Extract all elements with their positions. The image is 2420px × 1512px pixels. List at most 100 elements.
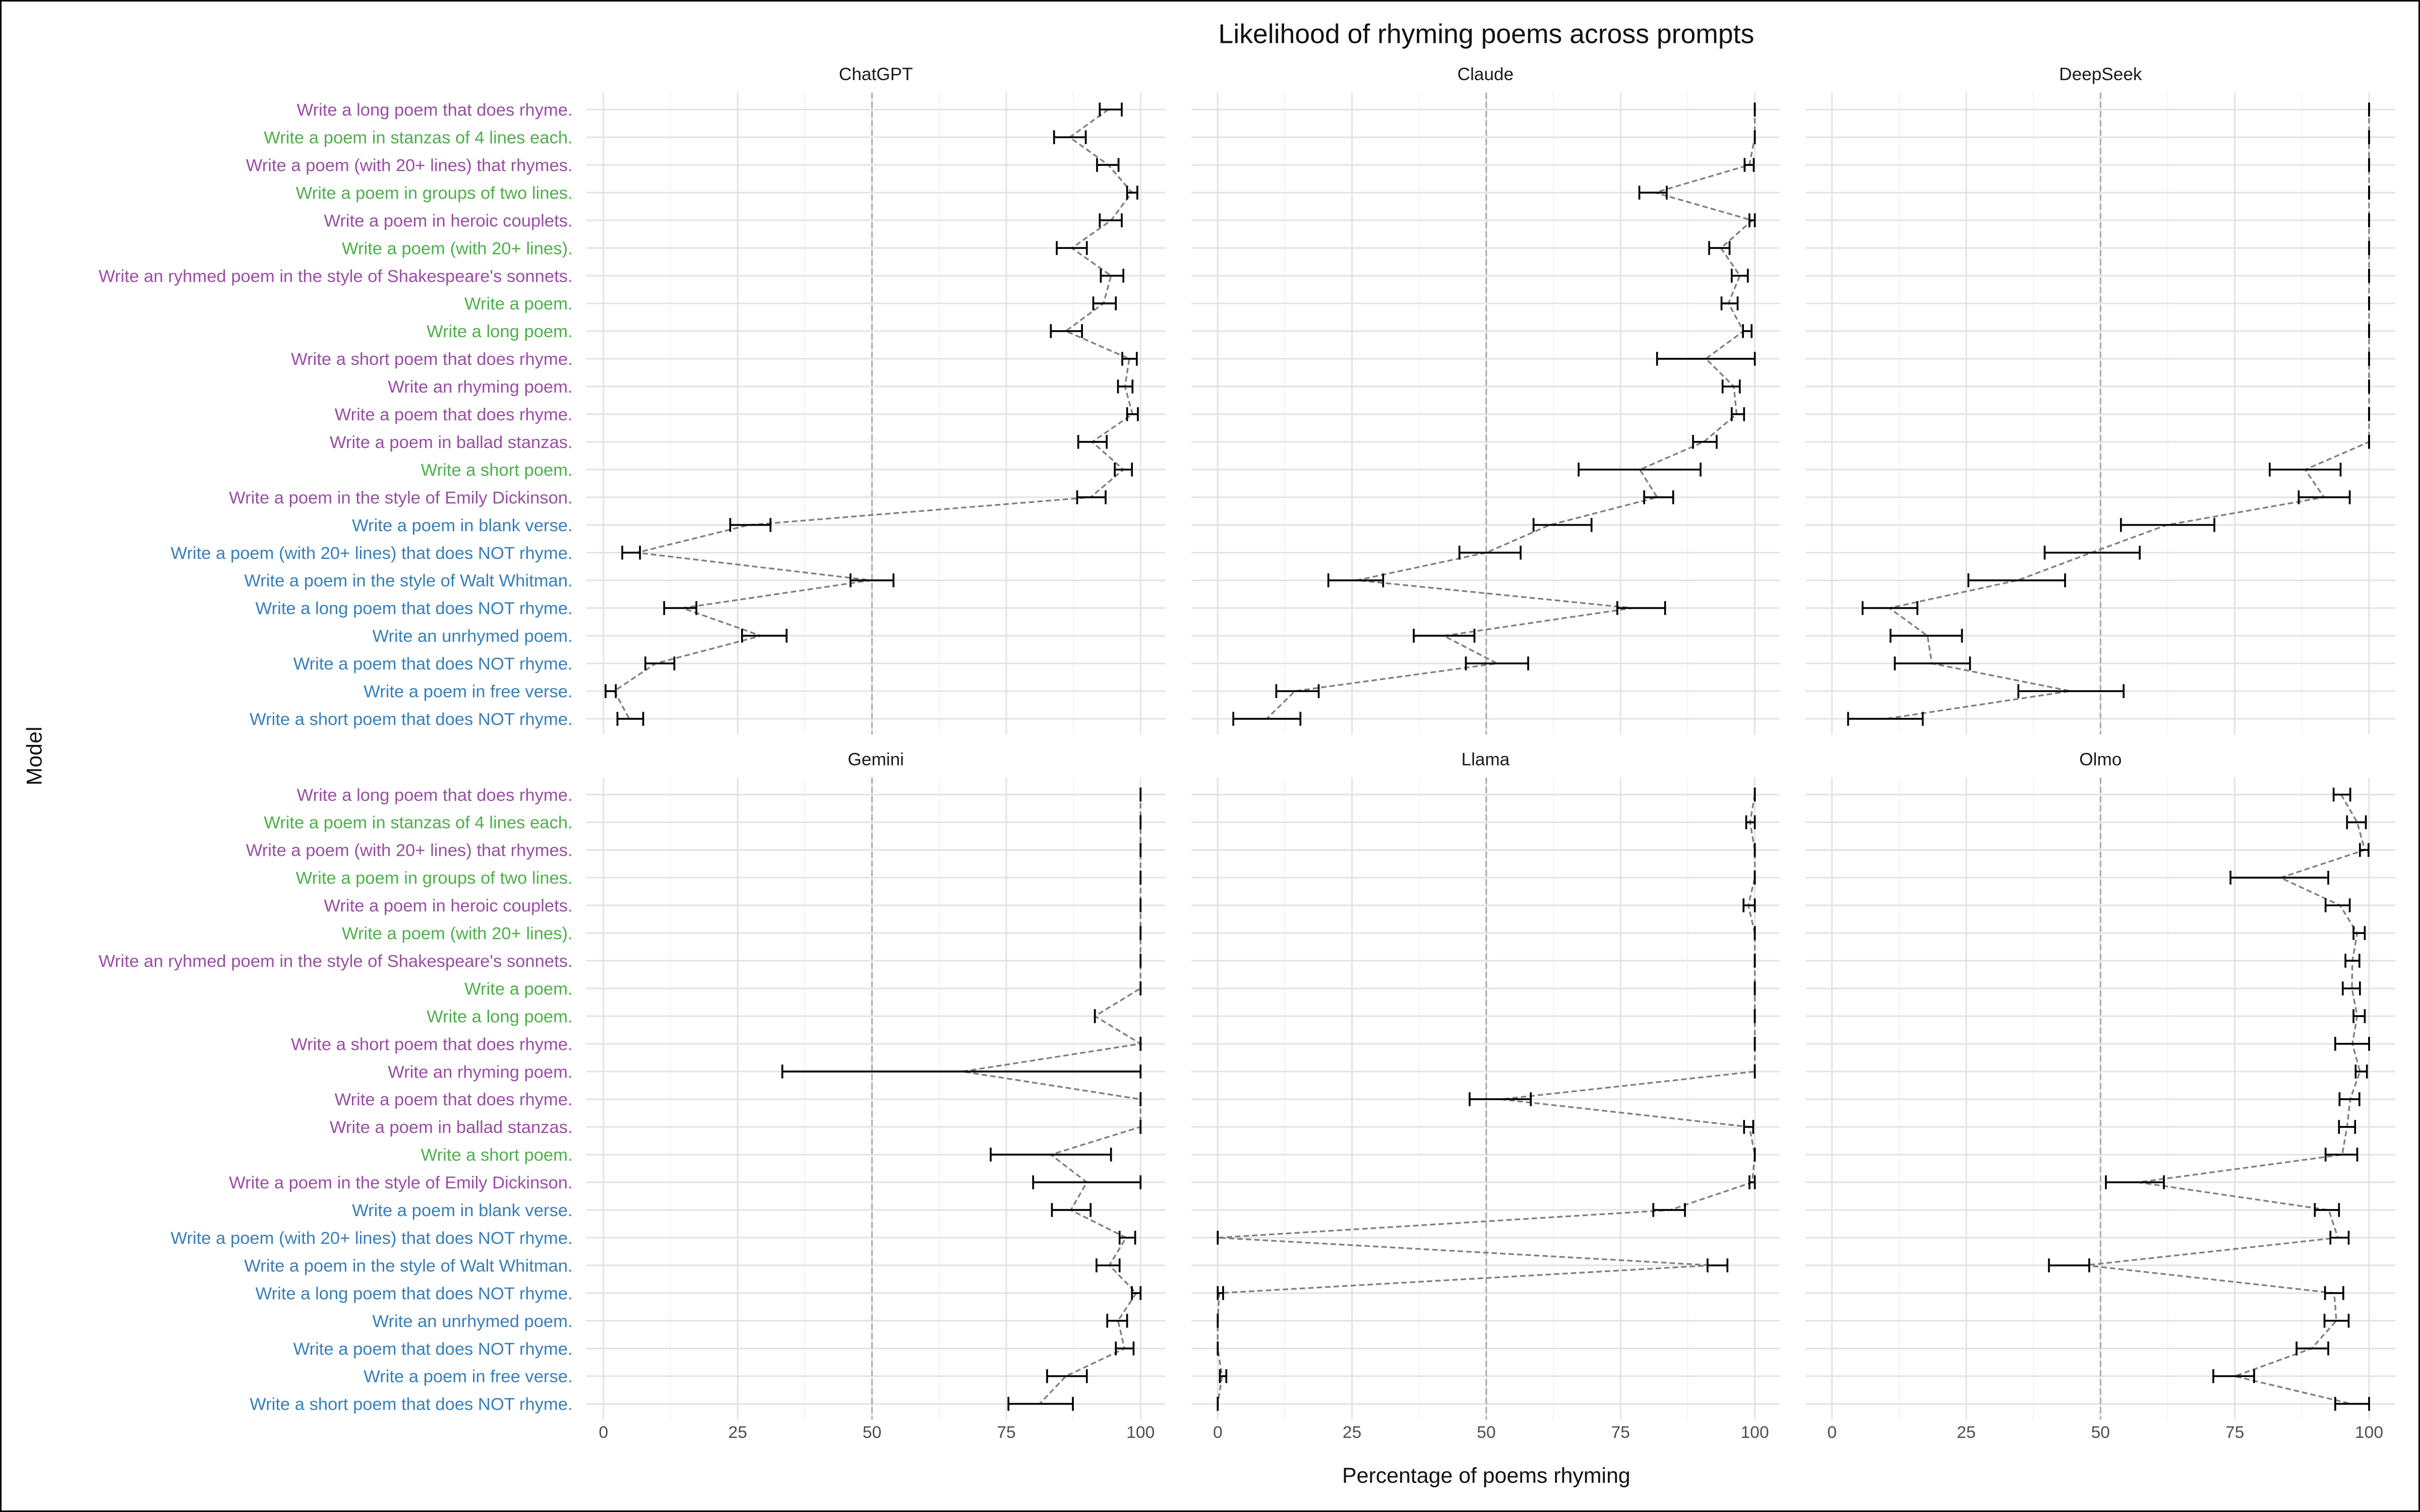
- error-bar: [1092, 296, 1117, 310]
- error-bar: [1967, 573, 2066, 588]
- panel-strip-label: DeepSeek: [2059, 65, 2142, 84]
- panel-deepseek: DeepSeek: [1805, 65, 2396, 735]
- error-bar: [1578, 462, 1702, 477]
- y-tick-label: Write an rhyming poem.: [388, 1062, 572, 1082]
- y-tick-label: Write a long poem that does NOT rhyme.: [256, 599, 573, 618]
- error-bar: [1720, 296, 1739, 310]
- x-tick-label: 25: [1957, 1423, 1975, 1442]
- error-bar: [1099, 102, 1123, 117]
- y-tick-label: Write an unrhymed poem.: [373, 627, 573, 646]
- error-bar: [2338, 1120, 2356, 1134]
- error-bar: [1232, 712, 1302, 726]
- error-bar: [1743, 1120, 1754, 1134]
- error-bar: [2048, 1258, 2090, 1273]
- error-bar: [1100, 269, 1124, 283]
- error-bar: [1861, 601, 1918, 615]
- panel-chatgpt: ChatGPT Write a long poem that does rhyme…: [99, 65, 1166, 735]
- error-bar: [1115, 1341, 1135, 1356]
- error-bar: [2346, 815, 2367, 830]
- error-bar: [1114, 462, 1133, 477]
- y-tick-label: Write a short poem.: [421, 461, 573, 480]
- error-bar: [1096, 1258, 1121, 1273]
- panel-strip-label: Llama: [1462, 749, 1510, 769]
- error-bar: [2344, 954, 2361, 968]
- error-bar: [2352, 926, 2366, 940]
- y-tick-label: Write a poem in groups of two lines.: [296, 869, 573, 888]
- y-tick-label: Write a short poem that does NOT rhyme.: [250, 1395, 573, 1414]
- error-bar: [741, 628, 788, 643]
- error-bar: [1053, 130, 1087, 145]
- y-axis-title: Model: [23, 727, 47, 786]
- error-bar: [990, 1148, 1112, 1162]
- error-bar: [616, 712, 644, 726]
- panel-strip-label: Olmo: [2079, 749, 2122, 769]
- x-tick-label: 75: [1611, 1423, 1630, 1442]
- error-bar: [1077, 434, 1108, 449]
- error-bar: [1889, 628, 1963, 643]
- y-tick-label: Write a poem in the style of Emily Dicki…: [229, 488, 573, 508]
- error-bar: [1743, 158, 1755, 172]
- error-bar: [2017, 684, 2125, 699]
- y-tick-label: Write a poem in heroic couplets.: [324, 211, 572, 230]
- panels: ChatGPT Write a long poem that does rhyme…: [99, 65, 2396, 1442]
- panel-strip-label: Claude: [1458, 65, 1514, 84]
- error-bar: [1106, 1313, 1128, 1328]
- error-bar: [2332, 787, 2351, 802]
- error-bar: [1096, 158, 1120, 172]
- y-tick-label: Write a poem in ballad stanzas.: [330, 433, 573, 452]
- mean-connecting-line: [962, 794, 1143, 1405]
- error-bar: [781, 1064, 1142, 1079]
- y-tick-label: Write a poem (with 20+ lines) that does …: [170, 544, 572, 563]
- error-bar: [1847, 712, 1924, 726]
- error-bar: [1708, 241, 1731, 255]
- y-tick-label: Write a long poem that does rhyme.: [297, 101, 573, 120]
- error-bar: [1056, 241, 1088, 255]
- panel-claude: Claude: [1191, 65, 1780, 735]
- y-tick-label: Write a poem that does NOT rhyme.: [293, 1340, 573, 1359]
- y-tick-label: Write a poem in ballad stanzas.: [330, 1118, 573, 1137]
- error-bar: [1275, 684, 1320, 699]
- error-bar: [1643, 490, 1674, 505]
- error-bar: [1616, 601, 1666, 615]
- y-tick-label: Write a poem that does rhyme.: [335, 1090, 573, 1109]
- panel-strip-label: ChatGPT: [839, 65, 913, 84]
- error-bar: [2043, 545, 2141, 560]
- y-tick-label: Write a poem in the style of Walt Whitma…: [244, 1256, 572, 1276]
- error-bar: [2324, 1148, 2358, 1162]
- error-bar: [1118, 1230, 1136, 1245]
- y-tick-label: Write a long poem.: [427, 322, 573, 341]
- error-bar: [1121, 352, 1138, 366]
- y-tick-label: Write a poem in groups of two lines.: [296, 183, 573, 203]
- error-bar: [1656, 352, 1756, 366]
- error-bar: [621, 545, 641, 560]
- error-bar: [1748, 1175, 1756, 1189]
- panel-llama: Llama 0 25 50 75 100: [1191, 749, 1780, 1442]
- error-bar: [729, 518, 772, 532]
- y-tick-label: Write a short poem that does rhyme.: [291, 1035, 573, 1054]
- y-tick-label: Write a poem.: [464, 979, 573, 998]
- error-bar: [2354, 1064, 2368, 1079]
- error-bar: [1051, 1203, 1092, 1217]
- error-bar: [2324, 898, 2351, 913]
- y-tick-label: Write a poem in the style of Walt Whitma…: [244, 572, 572, 591]
- x-tick-label: 25: [1343, 1423, 1361, 1442]
- y-tick-label: Write a poem that does rhyme.: [335, 405, 573, 424]
- error-bar: [2359, 843, 2370, 857]
- error-bar: [1721, 380, 1741, 394]
- error-bar: [663, 601, 698, 615]
- error-bar: [2338, 1092, 2361, 1106]
- error-bar: [1742, 324, 1753, 338]
- error-bar: [1745, 815, 1756, 830]
- error-bar: [1032, 1175, 1142, 1189]
- error-bar: [2297, 490, 2351, 505]
- x-axis-title: Percentage of poems rhyming: [1342, 1464, 1630, 1488]
- error-bar: [1076, 490, 1107, 505]
- y-tick-label: Write a poem in blank verse.: [352, 516, 573, 535]
- error-bar: [2314, 1203, 2340, 1217]
- error-bar: [1469, 1092, 1532, 1106]
- x-tick-label: 75: [997, 1423, 1015, 1442]
- x-tick-label: 50: [1477, 1423, 1495, 1442]
- error-bar: [1730, 407, 1745, 421]
- x-tick-label: 50: [863, 1423, 881, 1442]
- error-bar: [1117, 380, 1134, 394]
